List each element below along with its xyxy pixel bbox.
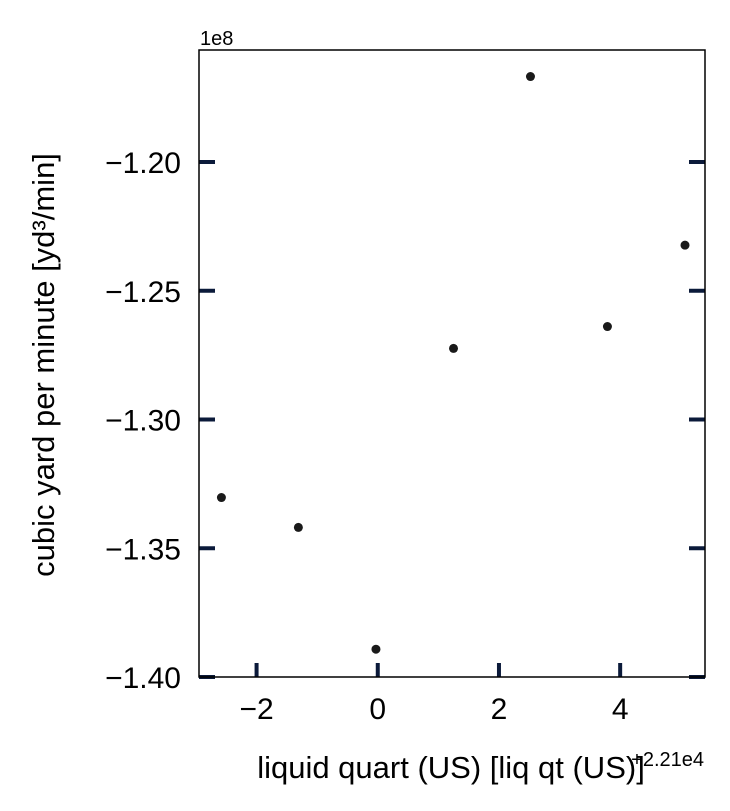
ticks-layer xyxy=(199,160,705,679)
data-point xyxy=(449,343,459,353)
x-axis-offset-label: +2.21e4 xyxy=(631,749,704,771)
y-tick-label: −1.35 xyxy=(105,533,181,566)
data-point xyxy=(680,240,690,250)
data-point xyxy=(525,72,535,82)
y-tick-label: −1.25 xyxy=(105,276,181,309)
y-tick-label: −1.30 xyxy=(105,405,181,438)
x-tick-label: 2 xyxy=(491,693,508,726)
data-point xyxy=(293,522,303,532)
data-point xyxy=(216,493,226,503)
labels-layer: −1.40 −1.35 −1.30 −1.25 −1.20 −2 0 2 4 xyxy=(105,147,628,726)
y-axis-label: cubic yard per minute [yd³/min] xyxy=(26,153,61,577)
plot-frame xyxy=(198,49,706,678)
y-tick-label: −1.40 xyxy=(105,662,181,695)
x-tick-label: 0 xyxy=(369,693,386,726)
x-axis-label: liquid quart (US) [liq qt (US)] xyxy=(257,750,645,785)
y-axis-offset-label: 1e8 xyxy=(200,28,233,50)
x-tick-label: −2 xyxy=(239,693,273,726)
x-tick-label: 4 xyxy=(612,693,629,726)
data-point xyxy=(371,644,381,654)
data-point xyxy=(602,322,612,332)
y-tick-label: −1.20 xyxy=(105,147,181,180)
points-layer xyxy=(216,72,690,654)
